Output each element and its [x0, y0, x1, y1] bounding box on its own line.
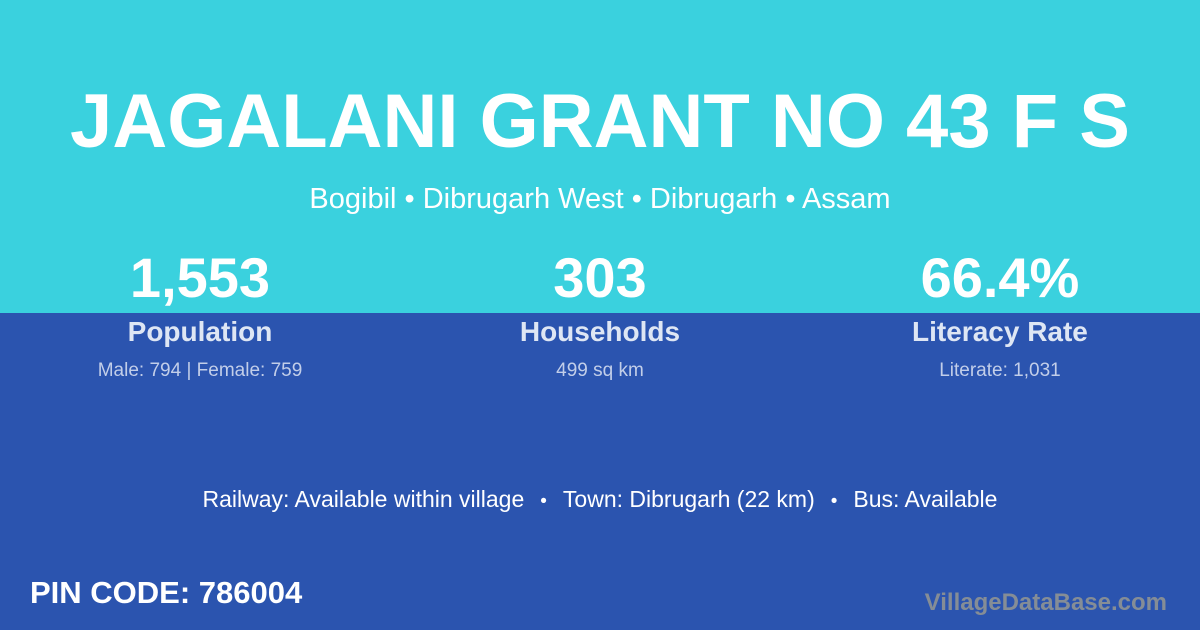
- bullet-separator: •: [830, 491, 838, 512]
- households-detail: 499 sq km: [556, 359, 644, 381]
- population-value: 1,553: [129, 246, 271, 309]
- railway-info: Railway: Available within village: [202, 486, 525, 512]
- bullet-separator: •: [540, 491, 547, 512]
- stat-households: 303 Households 499 sq km: [400, 247, 800, 382]
- literacy-label: Literacy Rate: [912, 315, 1088, 347]
- town-info: Town: Dibrugarh (22 km): [562, 486, 815, 512]
- bottom-background-panel: [0, 313, 1200, 630]
- households-value: 303: [553, 246, 647, 309]
- population-detail: Male: 794 | Female: 759: [97, 359, 303, 381]
- stat-literacy: 66.4% Literacy Rate Literate: 1,031: [800, 247, 1200, 382]
- literacy-value: 66.4%: [920, 246, 1080, 309]
- stats-row: 1,553 Population Male: 794 | Female: 759…: [0, 247, 1200, 382]
- location-breadcrumb: Bogibil • Dibrugarh West • Dibrugarh • A…: [309, 183, 891, 215]
- bus-info: Bus: Available: [853, 486, 998, 512]
- site-watermark: VillageDataBase.com: [924, 589, 1167, 616]
- population-label: Population: [127, 315, 273, 347]
- stat-population: 1,553 Population Male: 794 | Female: 759: [0, 247, 400, 382]
- households-label: Households: [519, 315, 681, 347]
- pin-code: PIN CODE: 786004: [30, 575, 303, 610]
- village-title: JAGALANI GRANT NO 43 F S: [70, 79, 1130, 164]
- transport-info-line: Railway: Available within village • Town…: [0, 486, 1200, 513]
- literacy-detail: Literate: 1,031: [939, 359, 1061, 381]
